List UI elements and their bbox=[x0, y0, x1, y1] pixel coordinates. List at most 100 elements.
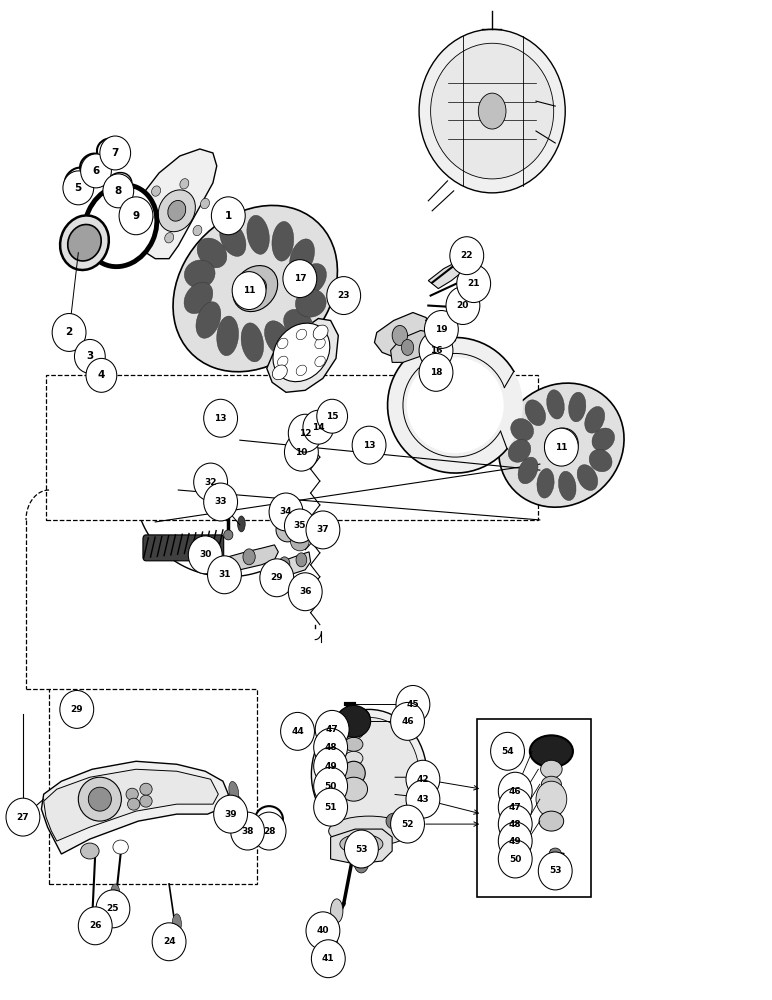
Ellipse shape bbox=[313, 788, 347, 826]
Ellipse shape bbox=[340, 777, 367, 801]
Ellipse shape bbox=[592, 428, 615, 451]
Ellipse shape bbox=[284, 433, 318, 471]
Text: 25: 25 bbox=[107, 904, 119, 913]
Ellipse shape bbox=[197, 238, 227, 268]
Ellipse shape bbox=[100, 136, 130, 170]
Text: 45: 45 bbox=[407, 700, 419, 709]
Ellipse shape bbox=[144, 213, 153, 223]
Text: 31: 31 bbox=[218, 570, 231, 579]
Polygon shape bbox=[263, 552, 310, 580]
Text: 50: 50 bbox=[324, 782, 337, 791]
Text: 28: 28 bbox=[262, 827, 276, 836]
Ellipse shape bbox=[547, 390, 564, 419]
Ellipse shape bbox=[344, 723, 364, 739]
Ellipse shape bbox=[290, 239, 314, 275]
Ellipse shape bbox=[168, 200, 186, 221]
Ellipse shape bbox=[284, 509, 315, 543]
Ellipse shape bbox=[311, 709, 427, 839]
Ellipse shape bbox=[231, 812, 265, 850]
Ellipse shape bbox=[63, 171, 93, 205]
Circle shape bbox=[296, 553, 306, 567]
Ellipse shape bbox=[140, 795, 152, 807]
Ellipse shape bbox=[113, 840, 128, 854]
Ellipse shape bbox=[327, 277, 361, 315]
Ellipse shape bbox=[541, 776, 561, 792]
Text: 35: 35 bbox=[293, 521, 306, 530]
Text: 46: 46 bbox=[401, 717, 414, 726]
Ellipse shape bbox=[577, 465, 598, 490]
Ellipse shape bbox=[337, 286, 355, 306]
Ellipse shape bbox=[233, 266, 278, 312]
Text: 29: 29 bbox=[70, 705, 83, 714]
Ellipse shape bbox=[86, 358, 117, 392]
Ellipse shape bbox=[194, 463, 228, 501]
Ellipse shape bbox=[288, 414, 322, 452]
Circle shape bbox=[392, 325, 408, 345]
Polygon shape bbox=[225, 545, 279, 570]
Ellipse shape bbox=[201, 198, 209, 209]
Text: 16: 16 bbox=[430, 346, 442, 355]
Polygon shape bbox=[44, 769, 218, 841]
Text: 52: 52 bbox=[401, 820, 414, 829]
Text: 2: 2 bbox=[66, 327, 73, 337]
Text: 32: 32 bbox=[205, 478, 217, 487]
FancyBboxPatch shape bbox=[477, 719, 591, 897]
Ellipse shape bbox=[212, 197, 245, 235]
Ellipse shape bbox=[88, 787, 111, 811]
Ellipse shape bbox=[74, 339, 105, 373]
Text: 33: 33 bbox=[215, 497, 227, 506]
Ellipse shape bbox=[127, 798, 140, 810]
Ellipse shape bbox=[84, 185, 157, 267]
Ellipse shape bbox=[296, 329, 306, 340]
Ellipse shape bbox=[498, 822, 532, 860]
Ellipse shape bbox=[204, 399, 238, 437]
Ellipse shape bbox=[511, 419, 533, 441]
Ellipse shape bbox=[544, 428, 578, 466]
Text: 30: 30 bbox=[199, 550, 212, 559]
Text: 6: 6 bbox=[93, 166, 100, 176]
Ellipse shape bbox=[244, 277, 266, 300]
Ellipse shape bbox=[396, 685, 430, 723]
Text: 38: 38 bbox=[242, 827, 254, 836]
Text: 27: 27 bbox=[17, 813, 29, 822]
Ellipse shape bbox=[569, 392, 586, 422]
Ellipse shape bbox=[342, 761, 365, 785]
Text: 53: 53 bbox=[549, 866, 561, 875]
Polygon shape bbox=[132, 149, 217, 259]
Ellipse shape bbox=[344, 830, 378, 868]
Ellipse shape bbox=[525, 400, 546, 426]
Ellipse shape bbox=[80, 154, 111, 188]
Ellipse shape bbox=[499, 383, 624, 507]
Text: 50: 50 bbox=[509, 854, 521, 863]
Text: 8: 8 bbox=[115, 186, 122, 196]
Ellipse shape bbox=[498, 772, 532, 810]
Ellipse shape bbox=[386, 813, 401, 829]
Ellipse shape bbox=[214, 795, 248, 833]
Ellipse shape bbox=[584, 407, 604, 433]
Ellipse shape bbox=[272, 221, 293, 261]
Ellipse shape bbox=[6, 798, 40, 836]
Ellipse shape bbox=[344, 751, 363, 765]
Ellipse shape bbox=[340, 834, 383, 854]
Ellipse shape bbox=[52, 314, 86, 351]
Text: 40: 40 bbox=[317, 926, 329, 935]
Ellipse shape bbox=[549, 848, 561, 860]
Ellipse shape bbox=[232, 795, 245, 823]
Ellipse shape bbox=[78, 777, 121, 821]
Text: 44: 44 bbox=[291, 727, 304, 736]
Ellipse shape bbox=[277, 356, 288, 367]
Ellipse shape bbox=[256, 806, 283, 832]
Ellipse shape bbox=[265, 321, 291, 356]
Text: 24: 24 bbox=[163, 937, 175, 946]
Text: 15: 15 bbox=[326, 412, 338, 421]
Ellipse shape bbox=[338, 707, 369, 727]
Ellipse shape bbox=[352, 426, 386, 464]
Ellipse shape bbox=[68, 224, 101, 261]
Text: 3: 3 bbox=[86, 351, 93, 361]
Ellipse shape bbox=[491, 732, 524, 770]
Ellipse shape bbox=[158, 190, 195, 232]
Ellipse shape bbox=[217, 316, 239, 356]
Polygon shape bbox=[330, 829, 392, 864]
Text: 41: 41 bbox=[322, 954, 334, 963]
Text: 12: 12 bbox=[299, 429, 311, 438]
